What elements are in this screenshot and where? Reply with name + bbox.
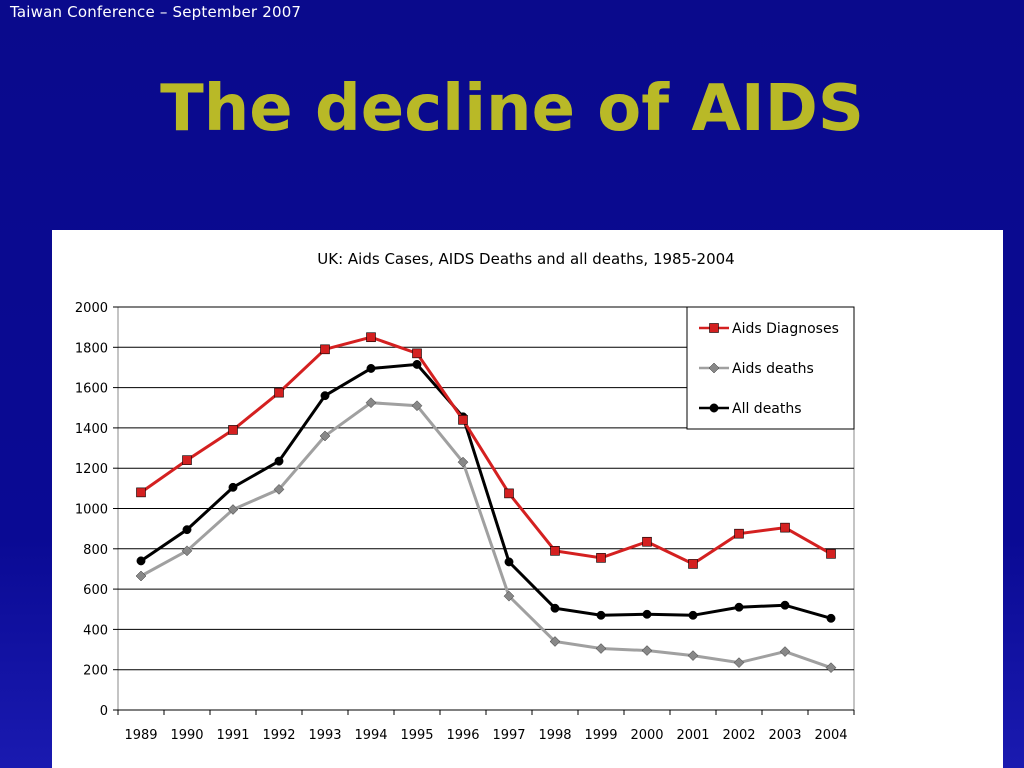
series-all-deaths: [136, 359, 836, 623]
data-point: [182, 525, 192, 535]
legend-label: Aids Diagnoses: [732, 321, 839, 337]
data-point: [411, 400, 423, 412]
x-tick-label: 1999: [584, 728, 617, 743]
data-point: [320, 344, 330, 355]
data-point: [733, 657, 745, 669]
data-point: [274, 387, 284, 398]
data-point: [550, 546, 560, 556]
data-point: [366, 364, 376, 373]
y-tick-label: 800: [83, 543, 108, 558]
data-point: [228, 482, 238, 492]
x-tick-label: 1994: [354, 728, 387, 743]
chart-legend: Aids Diagnoses Aids deaths All deaths: [686, 306, 855, 430]
y-axis-ticks: 0 200 400 600 800 1000 1200 1400 1600 1800 2000: [75, 301, 108, 719]
y-tick-label: 2000: [75, 301, 108, 316]
data-point: [642, 609, 652, 619]
data-point: [366, 332, 376, 343]
data-point: [595, 643, 607, 654]
y-tick-label: 1400: [75, 422, 108, 437]
data-point: [687, 650, 699, 661]
x-tick-label: 1998: [538, 728, 571, 743]
chart-series: [135, 332, 837, 674]
x-tick-label: 1990: [170, 728, 203, 743]
data-point: [503, 590, 515, 602]
legend-item: Aids deaths: [699, 361, 814, 377]
data-point: [779, 646, 791, 657]
series-aids-diagnoses: [136, 332, 836, 569]
data-point: [273, 484, 285, 495]
data-point: [274, 456, 284, 466]
data-point: [228, 425, 238, 435]
data-point: [596, 553, 606, 563]
y-tick-label: 200: [83, 664, 108, 679]
slide-title: The decline of AIDS: [160, 72, 864, 146]
data-point: [780, 522, 790, 533]
y-tick-label: 600: [83, 583, 108, 598]
y-tick-label: 0: [100, 704, 108, 719]
chart-grid: [113, 306, 855, 715]
chart-panel: UK: Aids Cases, AIDS Deaths and all deat…: [52, 230, 1003, 768]
series-line: [140, 335, 832, 566]
data-point: [550, 603, 560, 613]
data-point: [596, 610, 606, 620]
x-tick-label: 2002: [722, 728, 755, 743]
x-tick-label: 2001: [676, 728, 709, 743]
data-point: [136, 556, 146, 566]
legend-marker: [709, 323, 719, 333]
data-point: [688, 610, 698, 620]
data-point: [320, 391, 330, 401]
y-tick-label: 1200: [75, 462, 108, 477]
data-point: [641, 645, 653, 656]
y-tick-label: 400: [83, 623, 108, 638]
series-line: [140, 362, 832, 620]
data-point: [825, 662, 837, 674]
data-point: [734, 602, 744, 612]
data-point: [181, 545, 193, 557]
legend-marker: [709, 403, 719, 413]
y-tick-label: 1600: [75, 382, 108, 397]
x-tick-label: 1989: [124, 728, 157, 743]
data-point: [504, 557, 514, 567]
data-point: [319, 430, 331, 442]
x-axis-ticks: 1989 1990 1991 1992 1993 1994 1995 1996 1997 1998…: [124, 728, 847, 743]
legend-label: All deaths: [732, 401, 802, 417]
data-point: [734, 528, 744, 539]
x-tick-label: 1997: [492, 728, 525, 743]
series-aids-deaths: [135, 397, 837, 674]
chart-title: UK: Aids Cases, AIDS Deaths and all deat…: [317, 250, 734, 268]
x-tick-label: 2003: [768, 728, 801, 743]
data-point: [227, 504, 239, 515]
x-tick-label: 2000: [630, 728, 663, 743]
data-point: [780, 600, 790, 610]
data-point: [504, 488, 514, 499]
x-tick-label: 2004: [814, 728, 847, 743]
legend-item: All deaths: [699, 401, 802, 417]
data-point: [136, 487, 146, 498]
line-chart: UK: Aids Cases, AIDS Deaths and all deat…: [75, 250, 855, 743]
data-point: [365, 397, 377, 409]
series-line: [140, 401, 832, 670]
data-point: [182, 455, 192, 465]
y-tick-label: 1000: [75, 503, 108, 518]
x-tick-label: 1993: [308, 728, 341, 743]
x-tick-label: 1995: [400, 728, 433, 743]
data-point: [549, 636, 561, 647]
data-point: [826, 613, 836, 623]
x-tick-label: 1996: [446, 728, 479, 743]
data-point: [826, 549, 836, 559]
legend-marker: [708, 362, 720, 374]
data-point: [642, 536, 652, 547]
legend-label: Aids deaths: [732, 361, 814, 377]
x-tick-label: 1992: [262, 728, 295, 743]
legend-item: Aids Diagnoses: [699, 321, 839, 337]
conference-header: Taiwan Conference – September 2007: [10, 3, 302, 21]
y-tick-label: 1800: [75, 341, 108, 356]
data-point: [412, 359, 422, 369]
data-point: [458, 415, 468, 425]
data-point: [135, 570, 147, 582]
x-tick-label: 1991: [216, 728, 249, 743]
data-point: [688, 559, 698, 569]
data-point: [412, 348, 422, 359]
data-point: [457, 456, 469, 468]
